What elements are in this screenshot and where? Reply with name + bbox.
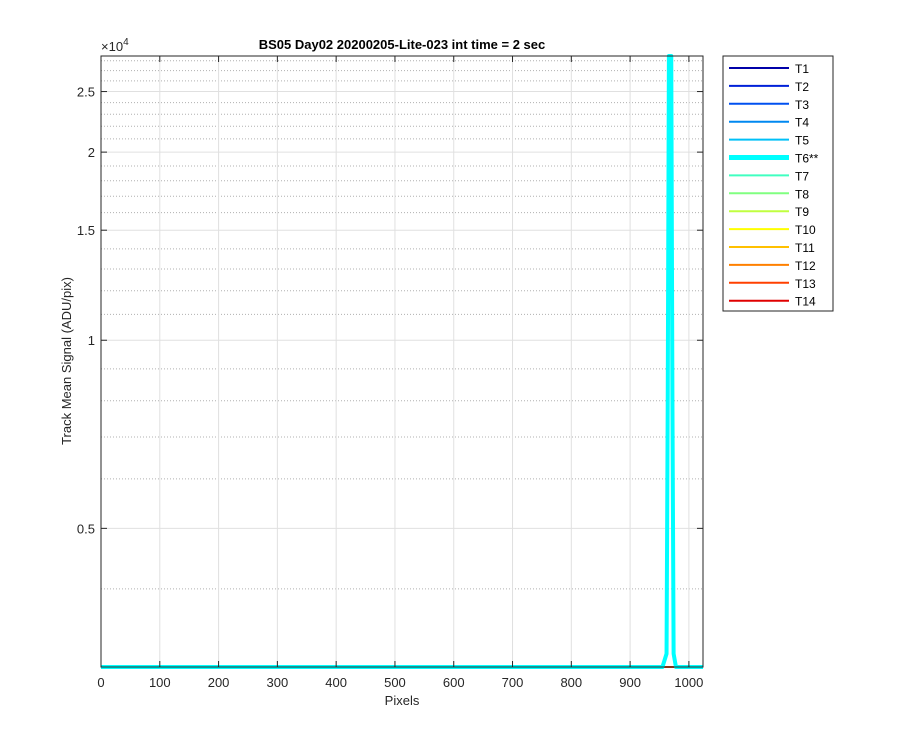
x-tick-label: 800 — [560, 675, 582, 690]
x-tick-label: 700 — [502, 675, 524, 690]
y-tick-label: 2.5 — [77, 85, 95, 100]
legend-label: T6** — [795, 152, 819, 166]
legend-label: T13 — [795, 277, 816, 291]
x-tick-label: 0 — [97, 675, 104, 690]
x-tick-label: 300 — [267, 675, 289, 690]
plot-frame — [100, 55, 704, 668]
legend-box — [722, 55, 834, 312]
legend-label: T3 — [795, 98, 809, 112]
legend-label: T4 — [795, 116, 809, 130]
x-tick-label: 600 — [443, 675, 465, 690]
legend-label: T11 — [795, 241, 815, 255]
legend-label: T5 — [795, 134, 809, 148]
axis-ticks: 0 100 200 300 400 500 600 700 800 900 1000 0.5 1 1.5 2… — [77, 56, 703, 690]
legend-items: T1 T2 T3 T4 T5 T6** T7 T8 T9 T10 T11 T12 T13 T14 — [729, 62, 819, 309]
x-tick-label: 100 — [149, 675, 171, 690]
x-tick-label: 1000 — [674, 675, 703, 690]
x-tick-label: 900 — [619, 675, 641, 690]
y-tick-label: 1 — [88, 333, 95, 348]
y-exponent-label: ×104 — [101, 37, 129, 54]
legend-label: T12 — [795, 259, 816, 273]
legend-label: T14 — [795, 295, 816, 309]
legend: T1 T2 T3 T4 T5 T6** T7 T8 T9 T10 T11 T12 T13 T14 — [722, 55, 834, 312]
y-tick-label: 2 — [88, 145, 95, 160]
y-exponent-power: 4 — [123, 37, 129, 48]
plot-area — [101, 56, 703, 667]
y-tick-label: 1.5 — [77, 223, 95, 238]
grid — [100, 56, 703, 667]
x-tick-label: 500 — [384, 675, 406, 690]
x-axis-label: Pixels — [385, 693, 420, 708]
legend-label: T1 — [795, 62, 809, 76]
legend-label: T10 — [795, 223, 816, 237]
x-tick-label: 200 — [208, 675, 230, 690]
y-tick-label: 0.5 — [77, 521, 95, 536]
legend-label: T8 — [795, 187, 809, 201]
chart-title: BS05 Day02 20200205-Lite-023 int time = … — [259, 37, 546, 52]
legend-label: T7 — [795, 169, 809, 183]
x-tick-label: 400 — [325, 675, 347, 690]
y-axis-label: Track Mean Signal (ADU/pix) — [59, 277, 74, 445]
legend-label: T2 — [795, 80, 809, 94]
y-exponent-base: ×10 — [101, 39, 123, 54]
legend-label: T9 — [795, 205, 809, 219]
